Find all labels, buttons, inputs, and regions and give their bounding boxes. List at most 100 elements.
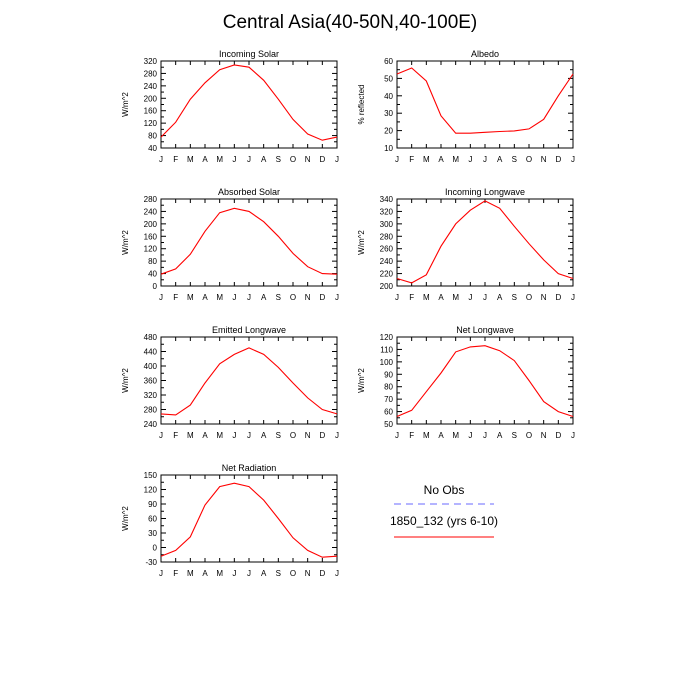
x-tick-label: J: [395, 431, 399, 440]
x-tick-label: S: [276, 431, 281, 440]
x-tick-label: F: [409, 293, 414, 302]
y-tick-label: 60: [384, 408, 393, 417]
x-tick-label: M: [423, 431, 430, 440]
y-tick-label: 160: [144, 232, 158, 241]
x-tick-label: J: [395, 155, 399, 164]
y-tick-label: 110: [380, 345, 393, 354]
x-tick-label: M: [216, 155, 223, 164]
x-tick-label: J: [395, 293, 399, 302]
x-tick-label: J: [468, 431, 472, 440]
y-tick-label: 120: [144, 119, 158, 128]
panel-title: Incoming Solar: [219, 49, 279, 59]
x-tick-label: J: [159, 569, 163, 578]
y-tick-label: 80: [148, 132, 157, 141]
y-tick-label: 280: [144, 69, 158, 78]
plot-frame: [160, 336, 338, 425]
x-tick-label: M: [216, 293, 223, 302]
x-tick-label: J: [468, 293, 472, 302]
y-tick-label: 300: [380, 220, 394, 229]
x-tick-label: M: [452, 431, 459, 440]
panel-title: Net Longwave: [456, 325, 514, 335]
panel-title: Net Radiation: [222, 463, 277, 473]
y-tick-label: 20: [384, 127, 393, 136]
x-tick-label: J: [247, 155, 251, 164]
series-line: [160, 207, 338, 275]
x-tick-label: J: [335, 155, 339, 164]
x-tick-label: M: [187, 293, 194, 302]
series-line: [396, 200, 574, 284]
panel-title: Emitted Longwave: [212, 325, 286, 335]
x-tick-label: O: [290, 569, 296, 578]
y-tick-label: 150: [144, 471, 158, 480]
y-tick-label: 200: [380, 282, 394, 291]
y-tick-label: -30: [145, 558, 157, 567]
x-tick-label: D: [319, 293, 325, 302]
y-tick-label: 60: [148, 515, 157, 524]
x-tick-label: O: [526, 155, 532, 164]
y-tick-label: 400: [144, 362, 158, 371]
x-tick-label: S: [276, 569, 281, 578]
y-axis-label: W/m^2: [121, 506, 130, 531]
y-tick-label: 240: [144, 207, 158, 216]
x-tick-label: A: [202, 293, 208, 302]
x-tick-label: O: [526, 431, 532, 440]
y-axis-label: % reflected: [357, 84, 366, 124]
y-tick-label: 320: [144, 391, 158, 400]
x-tick-label: J: [335, 569, 339, 578]
plot-frame: [160, 474, 338, 563]
x-tick-label: A: [202, 431, 208, 440]
x-tick-label: D: [555, 155, 561, 164]
x-tick-label: S: [276, 293, 281, 302]
x-tick-label: F: [173, 293, 178, 302]
x-tick-label: J: [232, 569, 236, 578]
y-tick-label: 40: [148, 144, 157, 153]
x-tick-label: J: [483, 431, 487, 440]
series-line: [396, 67, 574, 134]
y-tick-label: 50: [384, 74, 393, 83]
x-tick-label: A: [438, 431, 444, 440]
x-tick-label: D: [319, 431, 325, 440]
x-tick-label: D: [555, 293, 561, 302]
x-tick-label: O: [290, 431, 296, 440]
y-tick-label: 240: [144, 420, 158, 429]
x-tick-label: D: [319, 569, 325, 578]
y-tick-label: 120: [144, 486, 158, 495]
x-tick-label: J: [247, 431, 251, 440]
x-tick-label: A: [497, 293, 503, 302]
x-tick-label: J: [468, 155, 472, 164]
y-tick-label: 0: [153, 282, 158, 291]
x-tick-label: A: [261, 155, 267, 164]
panel-title: Absorbed Solar: [218, 187, 280, 197]
x-tick-label: D: [555, 431, 561, 440]
y-tick-label: 30: [148, 529, 157, 538]
y-tick-label: 340: [380, 195, 394, 204]
x-tick-label: J: [483, 293, 487, 302]
y-tick-label: 240: [380, 257, 394, 266]
x-tick-label: M: [423, 155, 430, 164]
x-tick-label: F: [409, 431, 414, 440]
x-tick-label: M: [452, 293, 459, 302]
legend: No Obs 1850_132 (yrs 6-10): [390, 483, 498, 538]
plot-frame: [396, 60, 574, 149]
y-tick-label: 160: [144, 107, 158, 116]
x-tick-label: A: [202, 155, 208, 164]
x-tick-label: S: [512, 155, 517, 164]
x-tick-label: A: [438, 155, 444, 164]
x-tick-label: O: [290, 155, 296, 164]
x-tick-label: S: [276, 155, 281, 164]
x-tick-label: M: [423, 293, 430, 302]
legend-obs-label: No Obs: [424, 483, 465, 497]
x-tick-label: N: [305, 569, 311, 578]
x-tick-label: N: [305, 431, 311, 440]
x-tick-label: J: [571, 431, 575, 440]
x-tick-label: A: [261, 431, 267, 440]
x-tick-label: M: [216, 431, 223, 440]
x-tick-label: J: [232, 155, 236, 164]
y-tick-label: 100: [380, 358, 394, 367]
x-tick-label: A: [438, 293, 444, 302]
x-tick-label: N: [305, 155, 311, 164]
x-tick-label: J: [159, 293, 163, 302]
